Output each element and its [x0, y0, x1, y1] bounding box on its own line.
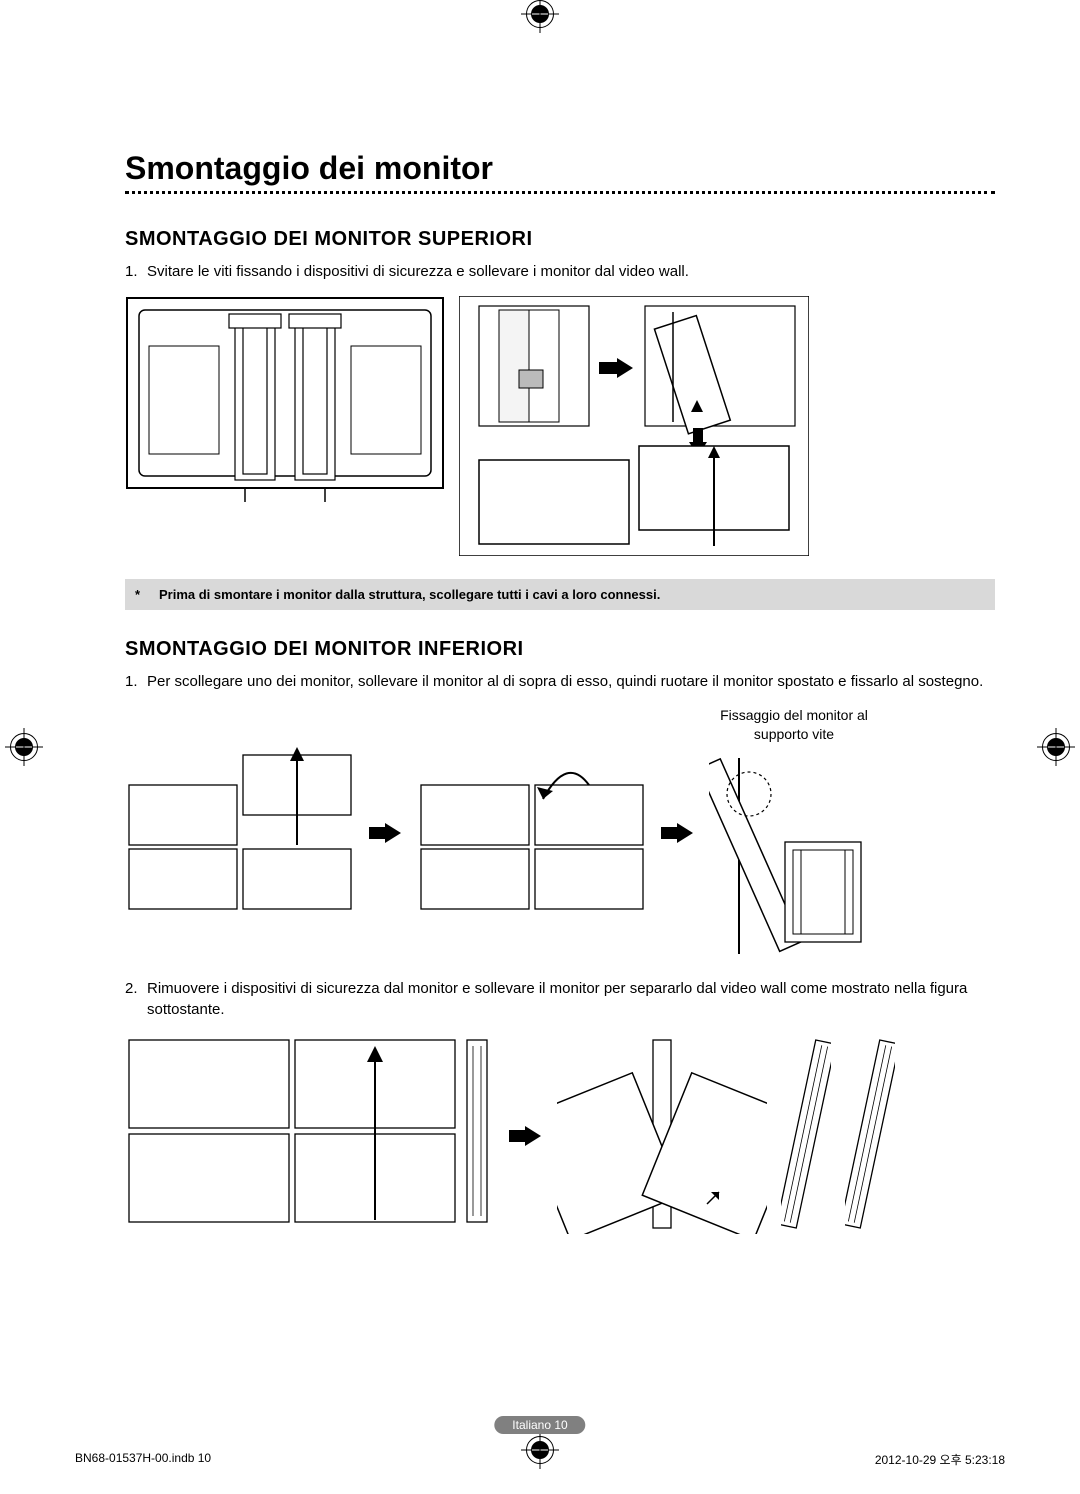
page-badge: Italiano 10 [494, 1416, 585, 1434]
section2-step1: 1. Per scollegare uno dei monitor, solle… [125, 671, 995, 692]
figure-pivot-sequence [459, 296, 809, 561]
note-star: * [135, 587, 159, 602]
page-content: Smontaggio dei monitor SMONTAGGIO DEI MO… [125, 150, 995, 1251]
figure-bracket-rail-1 [781, 1034, 831, 1239]
bracket-caption: Fissaggio del monitor al supporto vite [709, 706, 879, 744]
pivot-seq-svg [459, 296, 809, 556]
step-number: 1. [125, 261, 147, 282]
footer-left: BN68-01537H-00.indb 10 [75, 1451, 211, 1468]
arrow-icon [369, 823, 403, 843]
note-box: * Prima di smontare i monitor dalla stru… [125, 579, 995, 610]
rear-mount-svg [125, 296, 445, 506]
reg-mark-left [10, 733, 38, 761]
footer-right: 2012-10-29 오후 5:23:18 [875, 1451, 1005, 1468]
reg-mark-top [526, 0, 554, 28]
section2-figrow2 [125, 1034, 995, 1239]
arrow-icon [509, 1126, 543, 1146]
note-text: Prima di smontare i monitor dalla strutt… [159, 587, 660, 602]
step-text: Per scollegare uno dei monitor, sollevar… [147, 671, 995, 692]
section1-step1: 1. Svitare le viti fissando i dispositiv… [125, 261, 995, 282]
step-number: 1. [125, 671, 147, 692]
figure-wall-remove [125, 1034, 495, 1239]
section2-title: SMONTAGGIO DEI MONITOR INFERIORI [125, 638, 995, 661]
section2-figrow1: Fissaggio del monitor al supporto vite [125, 706, 995, 960]
figure-rear-mount [125, 296, 445, 511]
step-number: 2. [125, 978, 147, 1020]
figure-split-outward [557, 1034, 767, 1239]
figure-wall-pivot [417, 745, 647, 920]
section1-figures [125, 296, 995, 561]
step-text: Svitare le viti fissando i dispositivi d… [147, 261, 995, 282]
section1-title: SMONTAGGIO DEI MONITOR SUPERIORI [125, 228, 995, 251]
figure-bracket-rail-2 [845, 1034, 895, 1239]
arrow-icon [661, 823, 695, 843]
figure-wall-lift [125, 745, 355, 920]
footer: BN68-01537H-00.indb 10 2012-10-29 오후 5:2… [75, 1451, 1005, 1468]
step-text: Rimuovere i dispositivi di sicurezza dal… [147, 978, 995, 1020]
figure-side-bracket: Fissaggio del monitor al supporto vite [709, 706, 879, 960]
reg-mark-right [1042, 733, 1070, 761]
section2-step2: 2. Rimuovere i dispositivi di sicurezza … [125, 978, 995, 1020]
page-title: Smontaggio dei monitor [125, 150, 995, 194]
